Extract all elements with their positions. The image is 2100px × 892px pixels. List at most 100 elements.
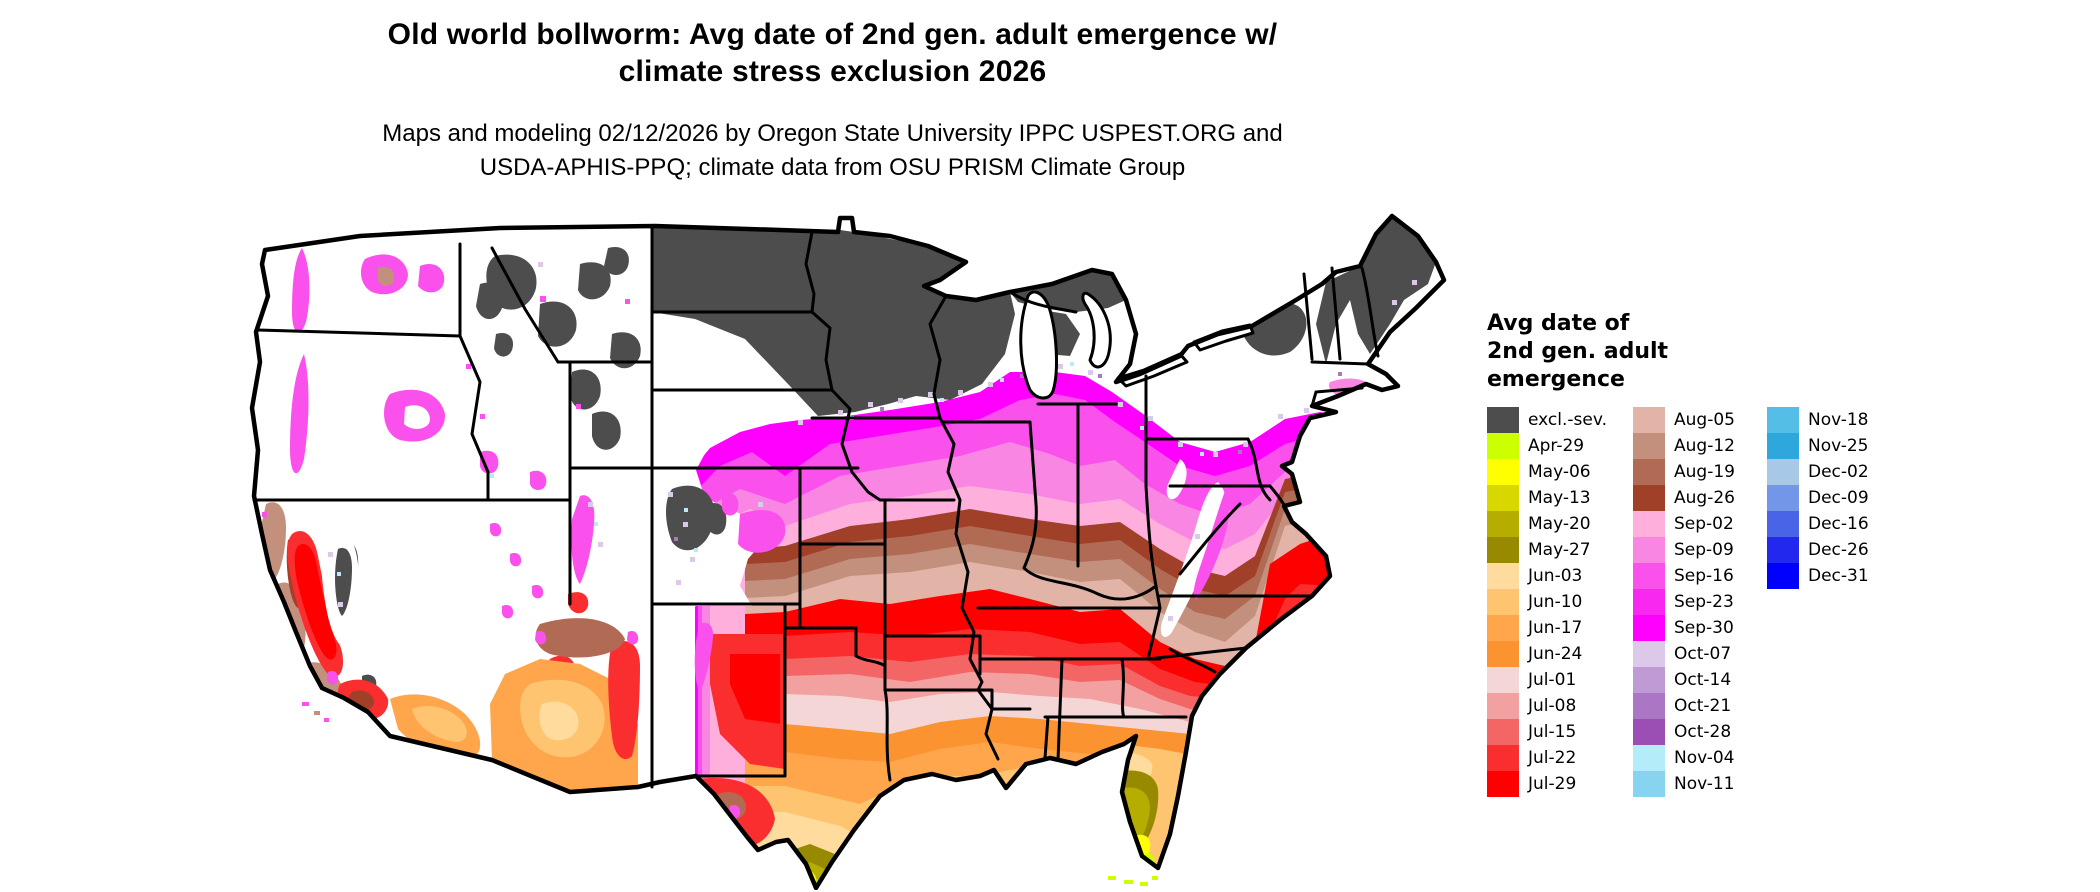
- legend-swatch: [1633, 485, 1665, 511]
- legend-column-3: Nov-18 Nov-25 Dec-02 Dec-09 Dec-16 Dec-26 Dec-…: [1767, 407, 1869, 589]
- legend-item: May-20: [1487, 511, 1607, 537]
- legend-label: Dec-02: [1808, 462, 1869, 482]
- legend-item: Jul-29: [1487, 771, 1607, 797]
- legend-item: Jul-08: [1487, 693, 1607, 719]
- legend-item: Jun-24: [1487, 641, 1607, 667]
- legend-label: Sep-02: [1674, 514, 1734, 534]
- legend-swatch: [1487, 485, 1519, 511]
- legend-item: Nov-18: [1767, 407, 1869, 433]
- legend-swatch: [1487, 563, 1519, 589]
- legend-label: Aug-12: [1674, 436, 1735, 456]
- map-fill-layers: [252, 216, 1444, 888]
- title-block: Old world bollworm: Avg date of 2nd gen.…: [0, 16, 1665, 185]
- legend-label: Nov-18: [1808, 410, 1869, 430]
- legend-swatch: [1767, 485, 1799, 511]
- subtitle-line-2: USDA-APHIS-PPQ; climate data from OSU PR…: [479, 154, 1186, 181]
- legend-swatch: [1487, 459, 1519, 485]
- legend-title-line-1: Avg date of: [1487, 311, 1630, 336]
- legend-title-line-2: 2nd gen. adult: [1487, 339, 1669, 364]
- page-subtitle: Maps and modeling 02/12/2026 by Oregon S…: [0, 117, 1665, 185]
- legend-swatch: [1767, 433, 1799, 459]
- west-patches: [261, 248, 786, 848]
- legend-item: Jul-01: [1487, 667, 1607, 693]
- legend-swatch: [1633, 615, 1665, 641]
- legend-label: Apr-29: [1528, 436, 1585, 456]
- legend-swatch: [1487, 693, 1519, 719]
- legend-swatch: [1633, 745, 1665, 771]
- map-legend: Avg date of 2nd gen. adult emergence exc…: [1487, 310, 1907, 802]
- legend-item: Sep-30: [1633, 615, 1735, 641]
- legend-swatch: [1633, 589, 1665, 615]
- legend-item: Oct-21: [1633, 693, 1735, 719]
- legend-swatch: [1487, 433, 1519, 459]
- legend-item: Jun-03: [1487, 563, 1607, 589]
- legend-label: Nov-04: [1674, 748, 1735, 768]
- legend-label: Dec-26: [1808, 540, 1869, 560]
- legend-swatch: [1487, 615, 1519, 641]
- legend-item: Sep-02: [1633, 511, 1735, 537]
- legend-item: May-27: [1487, 537, 1607, 563]
- legend-swatch: [1633, 407, 1665, 433]
- legend-item: Jun-10: [1487, 589, 1607, 615]
- legend-label: excl.-sev.: [1528, 410, 1607, 430]
- legend-swatch: [1633, 563, 1665, 589]
- legend-item: Oct-14: [1633, 667, 1735, 693]
- legend-item: Nov-04: [1633, 745, 1735, 771]
- legend-swatch: [1633, 771, 1665, 797]
- legend-label: Jul-08: [1528, 696, 1577, 716]
- legend-label: Dec-31: [1808, 566, 1869, 586]
- legend-label: Dec-09: [1808, 488, 1869, 508]
- legend-swatch: [1633, 537, 1665, 563]
- legend-item: Dec-02: [1767, 459, 1869, 485]
- legend-label: Sep-09: [1674, 540, 1734, 560]
- legend-item: Jun-17: [1487, 615, 1607, 641]
- offshore-islands: [302, 702, 1158, 886]
- legend-swatch: [1487, 745, 1519, 771]
- legend-item: Jul-15: [1487, 719, 1607, 745]
- legend-swatch: [1633, 667, 1665, 693]
- legend-swatch: [1633, 433, 1665, 459]
- legend-item: Sep-09: [1633, 537, 1735, 563]
- legend-swatch: [1487, 771, 1519, 797]
- legend-label: Jul-15: [1528, 722, 1577, 742]
- legend-swatch: [1487, 511, 1519, 537]
- legend-label: Oct-07: [1674, 644, 1732, 664]
- legend-item: Nov-11: [1633, 771, 1735, 797]
- legend-item: May-06: [1487, 459, 1607, 485]
- legend-swatch: [1487, 589, 1519, 615]
- legend-item: Jul-22: [1487, 745, 1607, 771]
- legend-label: May-20: [1528, 514, 1591, 534]
- legend-swatch: [1767, 537, 1799, 563]
- legend-label: Sep-30: [1674, 618, 1734, 638]
- legend-label: Oct-28: [1674, 722, 1732, 742]
- legend-columns: excl.-sev. Apr-29 May-06 May-13 May-20 May-27…: [1487, 407, 1907, 802]
- legend-item: Oct-28: [1633, 719, 1735, 745]
- legend-title: Avg date of 2nd gen. adult emergence: [1487, 310, 1907, 394]
- legend-item: Dec-31: [1767, 563, 1869, 589]
- page-title: Old world bollworm: Avg date of 2nd gen.…: [0, 16, 1665, 90]
- legend-item: Dec-26: [1767, 537, 1869, 563]
- legend-label: Jun-03: [1528, 566, 1583, 586]
- legend-item: Sep-23: [1633, 589, 1735, 615]
- legend-label: Jul-01: [1528, 670, 1577, 690]
- legend-label: Aug-05: [1674, 410, 1735, 430]
- legend-item: Sep-16: [1633, 563, 1735, 589]
- legend-swatch: [1487, 667, 1519, 693]
- legend-swatch: [1767, 511, 1799, 537]
- legend-swatch: [1633, 511, 1665, 537]
- title-line-2: climate stress exclusion 2026: [618, 55, 1047, 88]
- legend-item: Aug-12: [1633, 433, 1735, 459]
- legend-label: Jul-22: [1528, 748, 1577, 768]
- legend-label: May-13: [1528, 488, 1591, 508]
- legend-label: Jun-10: [1528, 592, 1583, 612]
- us-map: [240, 204, 1455, 890]
- legend-column-1: excl.-sev. Apr-29 May-06 May-13 May-20 May-27…: [1487, 407, 1607, 797]
- legend-label: Aug-26: [1674, 488, 1735, 508]
- legend-label: Nov-25: [1808, 436, 1869, 456]
- legend-item: Dec-16: [1767, 511, 1869, 537]
- legend-label: May-27: [1528, 540, 1591, 560]
- legend-label: Sep-16: [1674, 566, 1734, 586]
- legend-label: Jun-17: [1528, 618, 1583, 638]
- state-borders: [252, 224, 1380, 789]
